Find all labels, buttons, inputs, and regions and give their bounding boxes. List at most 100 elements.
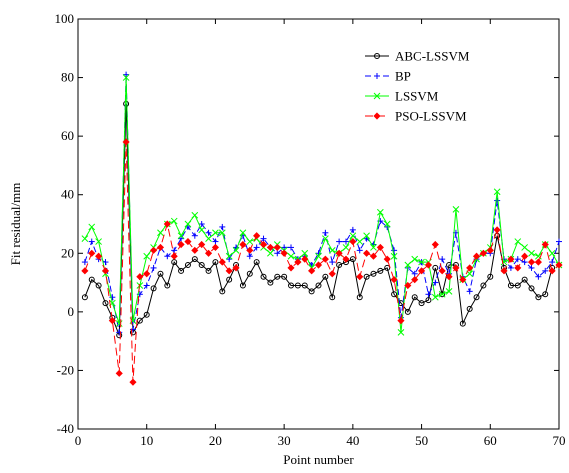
data-point — [308, 267, 316, 275]
data-point — [239, 282, 246, 289]
y-tick-label: 60 — [61, 128, 74, 143]
marker-stroke — [390, 252, 398, 260]
data-point — [81, 294, 88, 301]
data-point — [356, 273, 364, 281]
data-point — [424, 261, 433, 269]
x-tick-label: 60 — [484, 433, 497, 448]
x-tick-label: 50 — [415, 433, 428, 448]
data-point — [521, 244, 528, 251]
data-point — [459, 320, 466, 327]
data-point — [109, 294, 116, 301]
series-line — [84, 141, 560, 383]
data-point — [507, 282, 514, 289]
data-point — [494, 197, 501, 204]
data-point — [555, 261, 563, 269]
data-point — [274, 250, 281, 257]
data-point — [143, 311, 150, 318]
data-point — [431, 240, 439, 249]
data-point — [431, 293, 439, 301]
data-point — [535, 294, 542, 301]
data-point — [219, 223, 226, 230]
data-point — [239, 229, 247, 237]
series-line — [84, 77, 560, 333]
marker-stroke — [373, 92, 381, 100]
data-point — [294, 258, 302, 266]
data-point — [150, 264, 157, 271]
data-point — [439, 256, 446, 263]
series-line — [84, 74, 560, 333]
y-tick-label: 0 — [68, 304, 75, 319]
marker-stroke — [431, 293, 439, 301]
legend-label: PSO-LSSVM — [395, 109, 467, 124]
data-point — [150, 246, 158, 254]
marker-stroke — [342, 244, 350, 251]
data-point — [260, 273, 267, 280]
x-tick-label: 70 — [553, 433, 566, 448]
marker-stroke — [136, 282, 144, 289]
series-abc-lssvm — [81, 100, 556, 339]
data-point — [336, 262, 343, 268]
data-point — [266, 243, 274, 251]
data-point — [150, 285, 157, 292]
data-point — [164, 282, 171, 289]
data-point — [411, 255, 419, 263]
data-point — [466, 264, 474, 272]
axes: 0 10 20 30 40 50 60 70 -40 -20 0 20 40 60 80 100 — [55, 11, 566, 448]
data-point — [191, 246, 199, 254]
data-point — [198, 221, 205, 227]
marker-stroke — [218, 229, 226, 237]
marker-stroke — [212, 229, 219, 237]
data-point — [418, 267, 426, 275]
data-point — [157, 270, 164, 277]
data-point — [363, 273, 370, 280]
data-point — [459, 276, 467, 284]
data-point — [556, 238, 562, 245]
data-point — [445, 288, 453, 295]
data-point — [542, 291, 549, 298]
data-point — [212, 259, 219, 266]
data-point — [404, 281, 412, 290]
marker-stroke — [315, 252, 322, 260]
data-point — [377, 267, 384, 274]
data-point — [95, 252, 103, 260]
data-point — [466, 305, 473, 312]
data-point — [342, 244, 350, 251]
data-point — [473, 294, 480, 301]
data-point — [391, 247, 398, 254]
data-point — [480, 282, 487, 289]
data-point — [322, 273, 329, 280]
data-point — [177, 240, 185, 249]
marker-stroke — [356, 238, 364, 245]
data-point — [535, 273, 542, 280]
marker-stroke — [232, 247, 240, 254]
data-point — [548, 267, 556, 275]
data-point — [376, 243, 384, 251]
data-point — [246, 253, 253, 260]
data-point — [439, 291, 446, 298]
data-point — [373, 92, 381, 100]
data-point — [322, 229, 329, 236]
data-point — [376, 208, 384, 216]
data-point — [81, 259, 88, 266]
data-point — [432, 279, 439, 286]
data-point — [101, 267, 110, 275]
data-point — [328, 247, 336, 254]
data-point — [486, 246, 494, 254]
series-pso-lssvm — [81, 138, 563, 386]
data-point — [246, 246, 254, 254]
x-tick-label: 20 — [209, 433, 222, 448]
data-point — [452, 264, 460, 272]
data-point — [374, 73, 380, 79]
data-point — [329, 259, 336, 266]
marker-stroke — [143, 252, 151, 260]
marker-stroke — [418, 258, 425, 266]
marker-stroke — [177, 232, 185, 240]
data-point — [335, 249, 343, 257]
data-point — [198, 262, 205, 268]
legend-label: LSSVM — [395, 89, 439, 104]
data-point — [370, 270, 377, 277]
marker-stroke — [349, 232, 357, 240]
data-point — [349, 256, 356, 263]
data-point — [322, 235, 329, 242]
